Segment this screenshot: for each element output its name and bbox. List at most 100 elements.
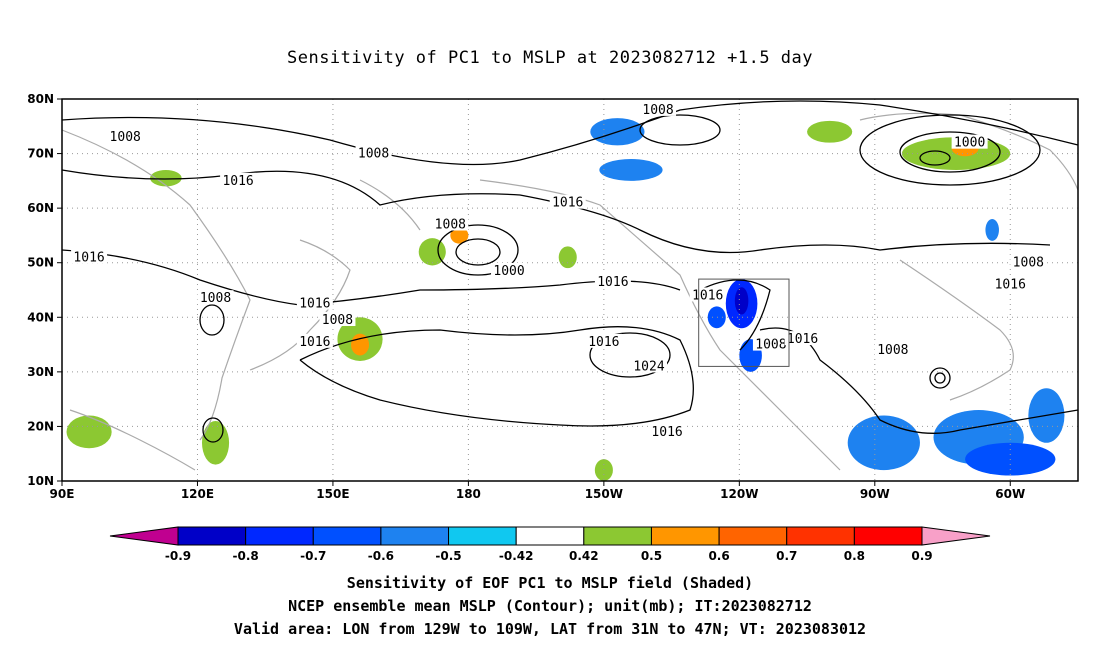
y-tick-label: 10N xyxy=(27,474,54,488)
contour-label: 1024 xyxy=(633,359,664,374)
contour-line-low-japan xyxy=(199,304,225,336)
x-tick-label: 60W xyxy=(995,487,1025,501)
contour-label: 1016 xyxy=(222,174,253,189)
contour-label-bg xyxy=(649,423,686,438)
sensitivity-region xyxy=(594,459,613,482)
footer-line-3: Valid area: LON from 129W to 109W, LAT f… xyxy=(233,620,867,638)
sensitivity-region xyxy=(985,219,999,241)
mslp-contours xyxy=(61,100,1079,443)
colorbar-swatch xyxy=(718,526,788,546)
coastline-north-america-east xyxy=(899,259,1014,401)
colorbar-swatch xyxy=(380,526,450,546)
contour-line-1024 xyxy=(589,332,671,378)
colorbar-label: 0.5 xyxy=(641,549,662,563)
sensitivity-region xyxy=(847,415,920,471)
contour-line-992-low xyxy=(455,238,501,266)
contour-labels: 1008100810081016100010161016100810001016… xyxy=(71,101,1047,440)
sensitivity-region xyxy=(150,169,182,187)
colorbar-swatch xyxy=(515,526,585,546)
contour-label-bg xyxy=(1010,254,1047,269)
sensitivity-region xyxy=(66,415,112,449)
colorbar-swatch xyxy=(583,526,652,546)
sensitivity-region xyxy=(734,287,749,315)
contour-label: 1008 xyxy=(110,130,141,145)
contour-label-bg xyxy=(874,342,911,357)
contour-label: 1000 xyxy=(493,264,524,279)
x-tick-label: 120W xyxy=(720,487,758,501)
colorbar-swatch xyxy=(312,526,382,546)
colorbar-label: -0.6 xyxy=(368,549,394,563)
colorbar-label: 0.8 xyxy=(844,549,865,563)
colorbar-label: 0.7 xyxy=(776,549,797,563)
contour-label-bg xyxy=(296,295,333,310)
contour-label-bg xyxy=(355,145,392,160)
footer-line-1: Sensitivity of EOF PC1 to MSLP field (Sh… xyxy=(346,574,754,592)
footer-line-2: NCEP ensemble mean MSLP (Contour); unit(… xyxy=(288,597,812,615)
contour-line-1016-high xyxy=(299,326,694,427)
coastline-greenland xyxy=(859,112,1079,191)
contour-line-1016-north xyxy=(61,169,1051,254)
colorbar-label: 0.9 xyxy=(911,549,932,563)
contour-label-bg xyxy=(107,129,144,144)
contour-label-bg xyxy=(197,290,234,305)
colorbar-left-triangle xyxy=(109,526,179,546)
x-tick-label: 90W xyxy=(860,487,890,501)
contour-line-1000-low xyxy=(437,224,519,276)
contour-label: 1008 xyxy=(200,291,231,306)
contour-label: 1008 xyxy=(755,338,786,353)
colorbar-label: -0.8 xyxy=(233,549,259,563)
coastline-asia xyxy=(61,129,251,441)
contour-label-bg xyxy=(752,336,789,351)
y-tick-label: 40N xyxy=(27,310,54,324)
contour-label-bg xyxy=(951,134,988,149)
contour-label: 1016 xyxy=(787,332,818,347)
contour-label-bg xyxy=(71,249,108,264)
sensitivity-region xyxy=(807,120,853,143)
coastline-southeast-asia xyxy=(69,409,196,471)
chart-title: Sensitivity of PC1 to MSLP at 2023082712… xyxy=(286,48,813,68)
contour-label: 1016 xyxy=(651,425,682,440)
sensitivity-region xyxy=(450,227,469,244)
x-tick-label: 120E xyxy=(181,487,214,501)
contour-label-bg xyxy=(784,331,821,346)
sensitivity-region xyxy=(707,306,726,329)
map-frame xyxy=(61,98,1079,482)
colorbar-label: -0.42 xyxy=(499,549,534,563)
colorbar-swatch xyxy=(650,526,720,546)
contour-label-bg xyxy=(432,216,469,231)
contour-label-bg xyxy=(491,262,528,277)
contour-label-bg xyxy=(549,194,586,209)
sensitivity-region xyxy=(599,159,663,181)
colorbar-label: -0.7 xyxy=(300,549,326,563)
y-tick-label: 70N xyxy=(27,147,54,161)
contour-line-typhoon xyxy=(202,417,224,443)
colorbar-swatch xyxy=(448,526,517,546)
y-tick-label: 80N xyxy=(27,92,54,106)
x-tick-label: 180 xyxy=(456,487,481,501)
contour-line-992-east xyxy=(919,150,951,166)
contour-line-1000-north xyxy=(639,114,721,146)
valid-area-box xyxy=(698,278,790,367)
y-tick-label: 60N xyxy=(27,201,54,215)
contour-label: 1008 xyxy=(642,103,673,118)
colorbar-swatch xyxy=(853,526,923,546)
colorbar-label: 0.42 xyxy=(569,549,599,563)
colorbar-swatch xyxy=(786,526,855,546)
contour-line-1000-east xyxy=(899,131,1001,173)
y-tick-label: 20N xyxy=(27,419,54,433)
contour-label: 1016 xyxy=(73,250,104,265)
axis-labels: 90E 120E 150E 180 150W 120W 90W 60W 10N 20N 30N 40N… xyxy=(27,92,1025,501)
contour-line-1016-mid xyxy=(61,249,681,306)
contour-label: 1016 xyxy=(597,275,628,290)
contour-label: 1008 xyxy=(358,147,389,162)
coastline-kamchatka xyxy=(359,179,421,231)
contour-line-hurricane-core xyxy=(934,372,946,384)
contour-line-1008-north xyxy=(61,100,1079,166)
x-tick-label: 90E xyxy=(50,487,75,501)
colorbar-label: -0.9 xyxy=(165,549,191,563)
contour-label: 1008 xyxy=(435,218,466,233)
x-tick-label: 150W xyxy=(585,487,623,501)
colorbar-right-triangle xyxy=(921,526,991,546)
contour-label-bg xyxy=(585,333,622,348)
contour-label-bg xyxy=(296,333,333,348)
